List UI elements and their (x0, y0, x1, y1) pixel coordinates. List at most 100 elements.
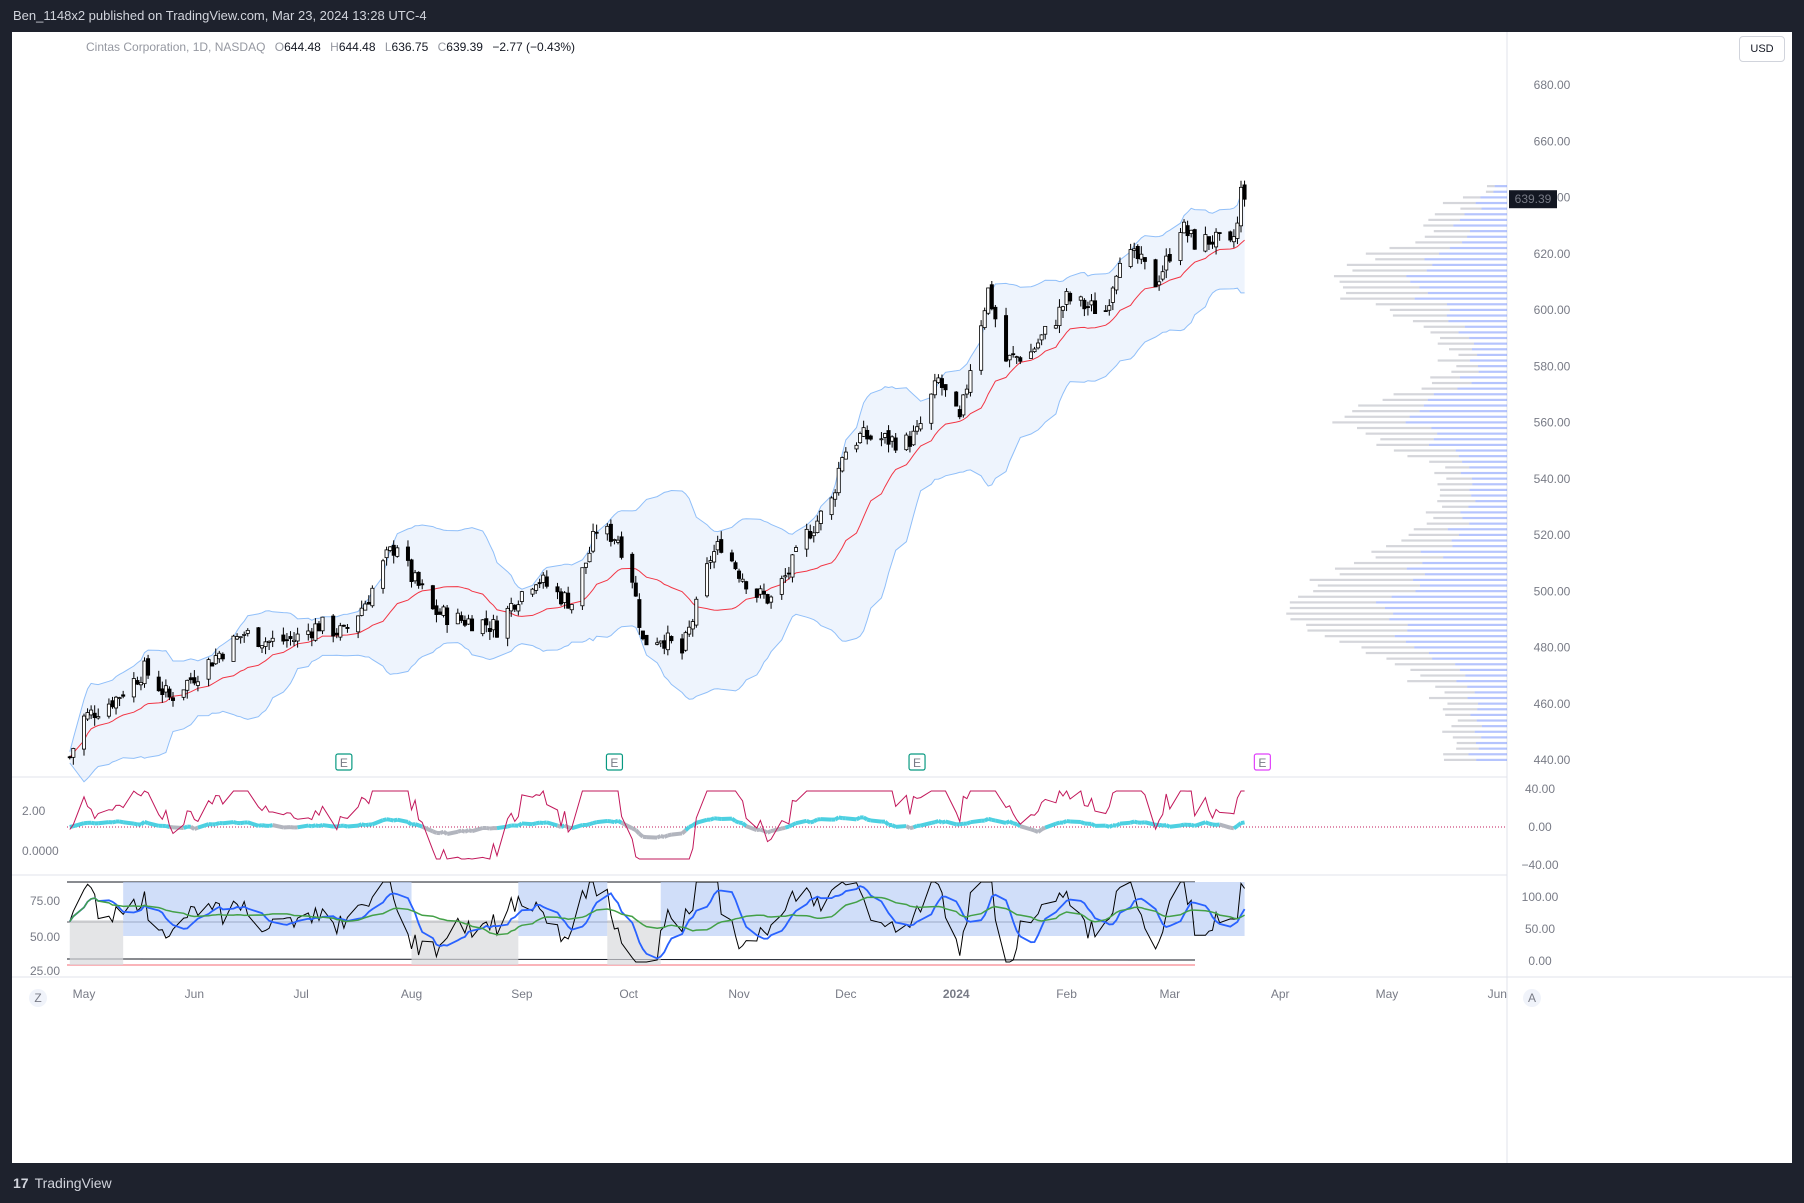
candle-body-up (381, 560, 386, 589)
candle-body-down (669, 636, 674, 642)
wave-segment (396, 817, 409, 824)
candle (633, 575, 638, 597)
candle-body-up (1078, 296, 1083, 301)
volume-profile-bar-up (1480, 196, 1507, 199)
candle (434, 599, 439, 623)
candle-body-up (320, 616, 325, 632)
wave-segment (1119, 820, 1131, 826)
volume-profile-bar-down (1440, 488, 1470, 491)
candle (117, 696, 122, 707)
candle-body-up (1007, 354, 1012, 361)
wave-segment (631, 826, 637, 832)
volume-profile-bar-up (1447, 303, 1507, 306)
rsi-bear-zone (69, 920, 124, 965)
candle-body-down (737, 570, 742, 579)
candle-body-up (242, 633, 247, 636)
candle-body-down (637, 599, 642, 628)
candle-body-down (156, 676, 161, 692)
wave-segment (1133, 819, 1139, 825)
earnings-marker: E (335, 753, 353, 771)
candle (929, 393, 934, 430)
wave-segment (905, 824, 911, 830)
candle-body-up (1231, 236, 1236, 243)
chart-canvas[interactable]: 680.00660.00640.00620.00600.00580.00560.… (12, 32, 1792, 1163)
volume-profile-bar-down (1434, 213, 1465, 216)
volume-profile-bar-down (1317, 584, 1420, 587)
currency-button[interactable]: USD (1739, 36, 1785, 62)
candle-body-up (1132, 248, 1137, 251)
volume-profile-bar-up (1433, 438, 1507, 441)
wave-segment (485, 825, 491, 831)
candle (829, 496, 834, 520)
wave-segment (920, 820, 932, 828)
wave-segment (139, 820, 146, 827)
osc1-right-tick: 0.00 (1528, 820, 1552, 834)
volume-profile-bar-down (1435, 685, 1468, 688)
candle-body-up (1043, 325, 1048, 335)
candle (96, 708, 101, 720)
candle-body-up (1182, 221, 1187, 234)
candle-body-down (555, 586, 560, 593)
wave-segment (297, 823, 309, 830)
volume-profile-bar-up (1405, 640, 1507, 643)
volume-profile-bar-up (1477, 353, 1507, 356)
candle (1085, 301, 1090, 316)
candle-body-down (989, 284, 994, 310)
volume-profile-bar-down (1443, 753, 1469, 756)
candle-body-up (569, 604, 574, 611)
brand-footer[interactable]: 17 TradingView (13, 1175, 112, 1191)
candle-body-up (1036, 342, 1041, 349)
candle (167, 686, 172, 701)
candle (384, 546, 389, 566)
wave-segment (521, 821, 533, 827)
candle-body-up (195, 681, 200, 686)
candle-body-down (1210, 241, 1215, 245)
candle-body-up (979, 325, 984, 371)
candle-body-up (964, 388, 969, 395)
price-axis-tick: 680.00 (1534, 78, 1571, 92)
volume-profile-bar-down (1361, 646, 1415, 649)
volume-profile-bar-up (1449, 246, 1507, 250)
wave-segment (172, 825, 184, 831)
osc2-right-tick: 50.00 (1525, 922, 1555, 936)
volume-profile-bar-down (1376, 443, 1430, 446)
bollinger-fill (69, 187, 1245, 782)
candle (131, 672, 136, 703)
volume-profile-bar-up (1472, 483, 1507, 486)
candle (815, 515, 820, 534)
candle-body-down (470, 618, 475, 632)
volume-profile-bar-down (1389, 308, 1450, 311)
volume-profile-bar-down (1352, 269, 1427, 272)
symbol-title[interactable]: Cintas Corporation, 1D, NASDAQ (86, 40, 266, 54)
candle (811, 526, 816, 543)
candle (338, 622, 343, 641)
candle-body-down (256, 627, 261, 647)
candle-body-down (729, 552, 734, 562)
volume-profile-bar-up (1429, 443, 1507, 446)
candle-body-up (779, 578, 784, 595)
candle (989, 280, 994, 311)
time-axis-tick: Apr (1271, 987, 1290, 1001)
candle-body-up (1110, 287, 1115, 303)
wave-segment (1005, 819, 1011, 825)
wave-segment (795, 818, 808, 826)
wave-segment (695, 817, 708, 825)
wave-segment (592, 820, 598, 825)
candle-body-up (687, 626, 692, 635)
wave-segment (1080, 820, 1086, 826)
volume-profile-bar-down (1412, 320, 1449, 323)
volume-profile-bar-down (1342, 286, 1420, 289)
candle (85, 708, 90, 722)
time-axis-tick: Aug (401, 987, 422, 1001)
candle-body-down (316, 623, 321, 632)
chart-frame[interactable]: 680.00660.00640.00620.00600.00580.00560.… (12, 32, 1792, 1163)
candle-body-up (840, 457, 845, 472)
volume-profile-bar-up (1451, 539, 1507, 542)
candle (694, 596, 699, 628)
candle-body-down (281, 634, 286, 642)
volume-profile-bar-down (1407, 455, 1459, 458)
wave-segment (987, 816, 993, 822)
candle (1135, 244, 1140, 264)
candle (794, 545, 799, 552)
candle-body-down (594, 531, 599, 534)
